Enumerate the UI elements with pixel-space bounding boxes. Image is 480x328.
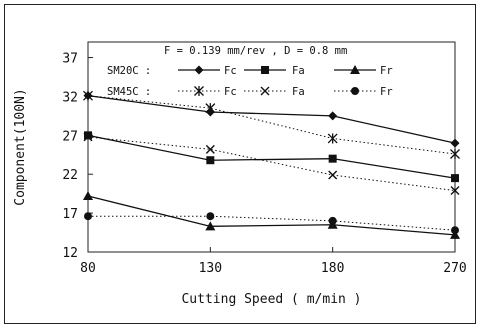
series-line — [87, 136, 456, 192]
y-tick-label: 22 — [62, 168, 78, 183]
series-sm20c-fr — [83, 191, 460, 239]
data-point-square — [261, 66, 269, 74]
series-sm45c-fr — [84, 212, 459, 235]
x-tick-label: 130 — [199, 261, 222, 276]
y-tick-label: 32 — [62, 90, 78, 105]
data-point-x — [83, 132, 93, 142]
data-point-circle — [84, 212, 92, 221]
legend-entry-label: Fr — [380, 86, 393, 98]
legend-group-label: SM45C : — [107, 86, 151, 98]
y-tick-label: 27 — [62, 129, 78, 144]
data-point-triangle — [83, 191, 93, 200]
data-point-square — [84, 131, 92, 140]
chart-frame — [4, 4, 476, 324]
legend-group-label: SM20C : — [107, 65, 151, 77]
data-point-asterisk — [194, 86, 204, 96]
y-tick-label: 12 — [62, 246, 78, 261]
y-axis-label: Component(100N) — [13, 88, 28, 205]
series-line — [87, 95, 456, 144]
data-point-x — [328, 170, 338, 180]
data-point-square — [328, 154, 337, 163]
data-point-triangle — [450, 229, 460, 239]
series-sm20c-fa — [84, 131, 459, 183]
data-point-triangle — [205, 221, 216, 231]
data-point-circle — [451, 226, 459, 235]
y-axis: 12 17 22 27 32 37 — [62, 52, 93, 261]
data-point-circle — [206, 212, 215, 221]
series-line — [87, 134, 456, 179]
legend-entry-label: Fc — [224, 65, 237, 77]
data-point-x — [260, 86, 270, 96]
chart-annotation: F = 0.139 mm/rev , D = 0.8 mm — [164, 45, 347, 57]
data-point-square — [206, 156, 215, 165]
series-sm45c-fa — [83, 132, 460, 196]
data-point-asterisk — [83, 90, 93, 101]
x-axis: 80 130 180 270 — [80, 247, 467, 276]
x-tick-label: 180 — [321, 261, 344, 276]
x-tick-label: 80 — [80, 261, 96, 276]
data-point-circle — [328, 216, 337, 225]
series-sm20c-fc — [83, 91, 460, 148]
data-point-triangle — [350, 65, 360, 74]
data-point-asterisk — [327, 133, 338, 144]
series-sm45c-fc — [83, 90, 460, 159]
legend-entry-label: Fr — [380, 65, 393, 77]
series-line — [88, 215, 456, 231]
x-tick-label: 270 — [443, 261, 466, 276]
data-point-x — [205, 144, 215, 154]
series-line — [87, 95, 456, 155]
data-point-diamond — [194, 65, 204, 75]
y-tick-label: 17 — [62, 207, 78, 222]
x-axis-label: Cutting Speed ( m/min ) — [181, 292, 361, 307]
legend-entry-label: Fa — [292, 86, 305, 98]
data-point-x — [450, 186, 460, 196]
y-tick-label: 37 — [62, 52, 78, 67]
legend-entry-label: Fc — [224, 86, 237, 98]
data-point-asterisk — [450, 149, 460, 159]
series-layer — [83, 90, 460, 239]
data-point-circle — [351, 87, 359, 95]
data-point-diamond — [328, 111, 338, 121]
data-point-asterisk — [205, 103, 216, 114]
legend: SM20C : Fc Fa Fr SM45C : Fc Fa Fr — [107, 65, 393, 98]
data-point-square — [451, 174, 459, 183]
series-line — [87, 195, 456, 236]
data-point-diamond — [450, 138, 460, 148]
legend-entry-label: Fa — [292, 65, 305, 77]
